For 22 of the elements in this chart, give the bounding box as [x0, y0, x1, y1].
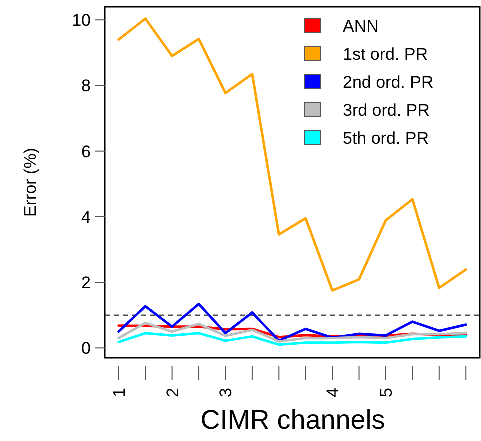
y-tick-label: 4: [82, 208, 91, 227]
y-tick-label: 0: [82, 339, 91, 358]
x-axis-title: CIMR channels: [200, 405, 386, 435]
line-series: [118, 322, 468, 343]
x-tick-label: 5: [376, 388, 396, 398]
y-tick-label: 6: [82, 142, 91, 162]
legend-label: 5th ord. PR: [343, 128, 429, 148]
legend-label: 2nd ord. PR: [343, 72, 434, 92]
legend-label: 1st ord. PR: [343, 44, 428, 64]
x-tick-label: 2: [163, 388, 182, 398]
line-series: [118, 18, 468, 292]
line-series: [118, 302, 468, 342]
y-tick-label: 2: [82, 274, 91, 292]
x-tick-label: 4: [324, 388, 343, 398]
x-tick-label: 1: [110, 388, 129, 398]
y-tick-label: 8: [82, 76, 91, 96]
y-axis-title: Error (%): [20, 148, 40, 217]
x-tick-label: 3: [216, 388, 236, 398]
y-tick-label: 10: [72, 11, 91, 30]
legend-label: 3rd ord. PR: [343, 100, 430, 120]
line-series: [118, 332, 468, 346]
legend-label: ANN: [343, 16, 379, 36]
